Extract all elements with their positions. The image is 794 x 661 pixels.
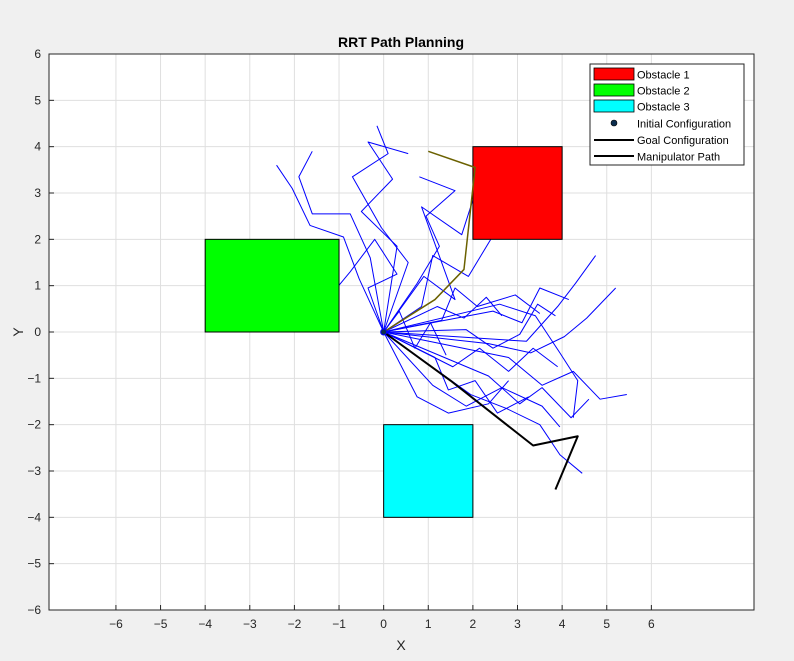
y-tick-label: 2 [34, 232, 41, 246]
legend-swatch-obstacle-1 [593, 67, 635, 81]
y-tick-label: −5 [27, 557, 41, 571]
legend-label-initial: Initial Configuration [637, 119, 731, 131]
legend-label-obstacle-1: Obstacle 1 [637, 70, 690, 82]
tree-branch [383, 331, 509, 414]
x-tick-label: −4 [198, 617, 212, 631]
legend-label-obstacle-2: Obstacle 2 [637, 86, 690, 98]
legend-swatch-obstacle-2 [593, 83, 635, 97]
y-tick-label: −4 [27, 510, 41, 524]
tree-branch [383, 331, 561, 428]
tree-branch [351, 125, 409, 333]
tree-branch [336, 238, 398, 333]
y-ticks: −6 −5 −4 −3 −2 −1 0 1 2 3 4 5 6 [27, 47, 54, 617]
y-tick-label: 6 [34, 47, 41, 61]
y-tick-label: 3 [34, 186, 41, 200]
x-tick-label: −2 [288, 617, 302, 631]
x-tick-label: 1 [425, 617, 432, 631]
obstacle-1 [472, 146, 563, 240]
y-tick-label: −2 [27, 418, 41, 432]
x-tick-label: −1 [332, 617, 346, 631]
y-tick-label: −1 [27, 371, 41, 385]
legend-label-goal: Goal Configuration [637, 135, 729, 147]
legend-marker-initial [610, 119, 618, 127]
tree-branch [383, 303, 579, 418]
chart-title: RRT Path Planning [338, 34, 464, 50]
tree-branch [383, 287, 617, 354]
tree-branch [383, 331, 558, 372]
tree-branch [383, 310, 447, 356]
paths [380, 150, 579, 490]
tree-branch [276, 164, 385, 333]
x-tick-label: −5 [154, 617, 168, 631]
obstacle-3 [383, 424, 474, 518]
x-axis-label: X [396, 637, 406, 653]
legend-label-obstacle-3: Obstacle 3 [637, 102, 690, 114]
initial-configuration-marker [380, 328, 388, 336]
x-tick-label: 5 [603, 617, 610, 631]
y-tick-label: −6 [27, 603, 41, 617]
tree-branch [360, 141, 409, 333]
tree-branch [383, 176, 456, 333]
x-ticks: −6 −5 −4 −3 −2 −1 0 1 2 3 4 5 6 [109, 605, 655, 631]
x-tick-label: −3 [243, 617, 257, 631]
tree-branch [383, 331, 627, 400]
x-tick-label: 2 [470, 617, 477, 631]
y-tick-label: 4 [34, 140, 41, 154]
tree-branch [383, 287, 570, 333]
goal-configuration-line [383, 150, 476, 333]
y-tick-label: 0 [34, 325, 41, 339]
y-tick-label: 5 [34, 93, 41, 107]
tree-branch [383, 239, 492, 333]
x-tick-label: 4 [559, 617, 566, 631]
obstacle-2 [204, 238, 340, 333]
legend-label-manipulator: Manipulator Path [637, 152, 720, 164]
manipulator-path-line [383, 331, 579, 490]
tree-branch [383, 303, 556, 349]
y-tick-label: −3 [27, 464, 41, 478]
legend: Obstacle 1 Obstacle 2 Obstacle 3 Initial… [589, 63, 745, 166]
legend-box [589, 63, 745, 166]
rrt-tree [276, 125, 627, 474]
y-tick-label: 1 [34, 279, 41, 293]
tree-branch [383, 331, 529, 414]
x-tick-label: 6 [648, 617, 655, 631]
legend-swatch-obstacle-3 [593, 99, 635, 113]
x-tick-label: 3 [514, 617, 521, 631]
obstacles [204, 146, 563, 518]
x-tick-label: 0 [380, 617, 387, 631]
y-axis-label: Y [10, 327, 26, 337]
tree-branch [383, 296, 503, 333]
x-tick-label: −6 [109, 617, 123, 631]
tree-branch [298, 151, 385, 333]
tree-branch [383, 185, 478, 333]
